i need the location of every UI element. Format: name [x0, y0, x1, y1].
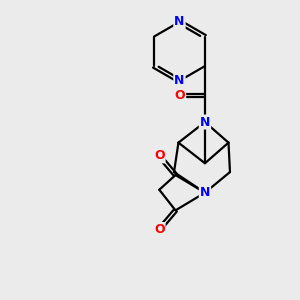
Text: N: N — [200, 186, 210, 199]
Text: O: O — [154, 223, 165, 236]
Text: N: N — [174, 15, 184, 28]
Text: O: O — [175, 89, 185, 102]
Text: O: O — [154, 149, 165, 162]
Text: N: N — [200, 116, 210, 128]
Text: N: N — [174, 74, 184, 87]
